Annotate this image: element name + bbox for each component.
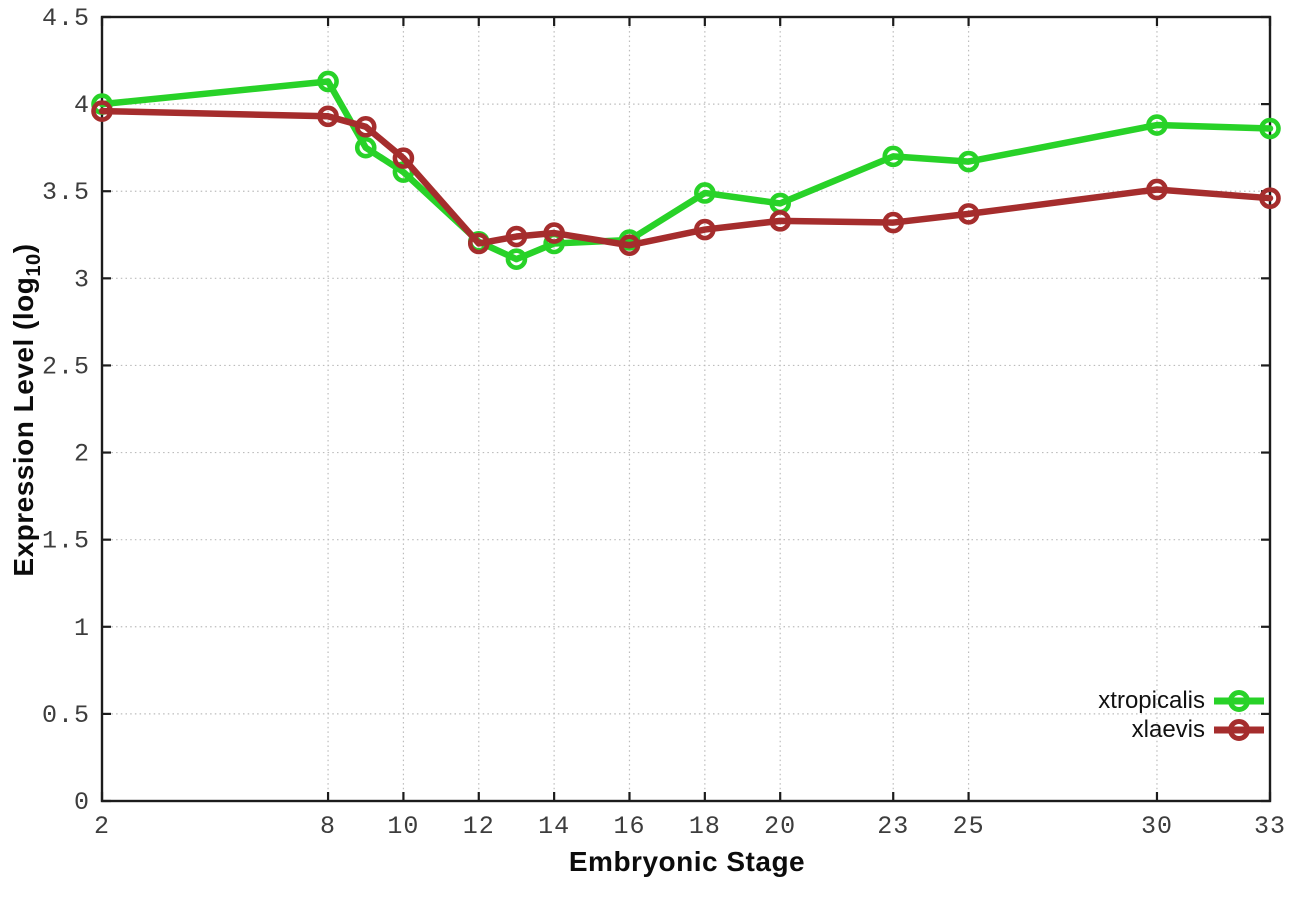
y-axis-title-text: Expression Level (log bbox=[8, 276, 40, 577]
y-tick-label: 3.5 bbox=[42, 178, 90, 207]
x-tick-labels: 2 8 10 12 14 16 18 20 23 25 30 33 bbox=[94, 812, 1286, 841]
xlaevis-marker bbox=[694, 218, 716, 241]
xlaevis-marker bbox=[618, 234, 641, 257]
xlaevis-marker bbox=[317, 105, 339, 128]
xtropicalis-marker bbox=[882, 145, 905, 168]
xlaevis-marker bbox=[1146, 178, 1168, 201]
xtropicalis-marker-icon bbox=[1214, 689, 1264, 713]
y-axis-title: Expression Level (log10) bbox=[8, 243, 46, 576]
legend: xtropicalis xlaevis bbox=[1098, 686, 1264, 744]
xlaevis-marker bbox=[392, 147, 415, 169]
gridlines bbox=[102, 17, 1270, 801]
x-tick-label: 23 bbox=[877, 812, 909, 841]
plot-border bbox=[100, 15, 1272, 803]
xtropicalis-marker bbox=[1259, 117, 1281, 140]
xlaevis-marker bbox=[957, 203, 980, 225]
x-tick-label: 33 bbox=[1254, 812, 1286, 841]
xlaevis-marker-icon bbox=[1214, 718, 1264, 742]
xtropicalis-marker bbox=[317, 70, 339, 93]
y-tick-label: 2.5 bbox=[42, 352, 90, 381]
y-tick-label: 1 bbox=[74, 614, 90, 643]
xtropicalis-ring-sample bbox=[1228, 689, 1250, 712]
y-tick-label: 4 bbox=[74, 91, 90, 120]
series-xtropicalis bbox=[91, 70, 1281, 270]
x-tick-label: 16 bbox=[613, 812, 645, 841]
x-tick-label: 8 bbox=[320, 812, 336, 841]
x-tick-label: 25 bbox=[953, 812, 985, 841]
y-tick-label: 3 bbox=[74, 265, 90, 294]
xlaevis-marker bbox=[505, 225, 528, 248]
y-axis-title-subscript: 10 bbox=[22, 253, 45, 277]
xtropicalis-marker bbox=[694, 182, 716, 204]
legend-entry-xtropicalis: xtropicalis bbox=[1098, 686, 1264, 715]
xlaevis-marker bbox=[91, 100, 113, 122]
x-tick-label: 2 bbox=[94, 812, 110, 841]
series-xlaevis bbox=[91, 100, 1281, 257]
x-tick-label: 20 bbox=[764, 812, 796, 841]
x-tick-label: 18 bbox=[689, 812, 721, 841]
y-tick-label: 1.5 bbox=[42, 527, 90, 556]
xlaevis-line bbox=[98, 107, 1274, 249]
y-tick-label: 2 bbox=[74, 440, 90, 469]
xlaevis-ring-sample bbox=[1228, 718, 1250, 741]
xtropicalis-marker bbox=[505, 248, 528, 270]
y-tick-label: 0 bbox=[74, 788, 90, 817]
x-tick-label: 14 bbox=[538, 812, 570, 841]
x-tick-label: 12 bbox=[463, 812, 495, 841]
legend-label-xlaevis: xlaevis bbox=[1131, 716, 1205, 743]
xlaevis-marker bbox=[354, 115, 377, 138]
xlaevis-marker bbox=[882, 211, 905, 234]
xlaevis-marker bbox=[543, 222, 565, 244]
x-tick-label: 30 bbox=[1141, 812, 1173, 841]
x-tick-label: 10 bbox=[387, 812, 419, 841]
y-tick-label: 4.5 bbox=[42, 4, 90, 33]
xlaevis-marker bbox=[1259, 187, 1281, 209]
legend-label-xtropicalis: xtropicalis bbox=[1098, 687, 1205, 714]
x-axis-title: Embryonic Stage bbox=[568, 846, 806, 877]
y-tick-labels: 0 0.5 1 1.5 2 2.5 3 3.5 4 4.5 bbox=[42, 4, 90, 817]
xtropicalis-marker bbox=[957, 150, 980, 173]
y-axis-title-close: ) bbox=[8, 243, 40, 254]
legend-entry-xlaevis: xlaevis bbox=[1132, 715, 1264, 744]
xtropicalis-marker bbox=[354, 136, 377, 159]
xlaevis-marker bbox=[769, 210, 791, 232]
xlaevis-marker bbox=[467, 232, 490, 255]
xtropicalis-marker bbox=[1146, 114, 1168, 136]
y-tick-label: 0.5 bbox=[42, 701, 90, 730]
